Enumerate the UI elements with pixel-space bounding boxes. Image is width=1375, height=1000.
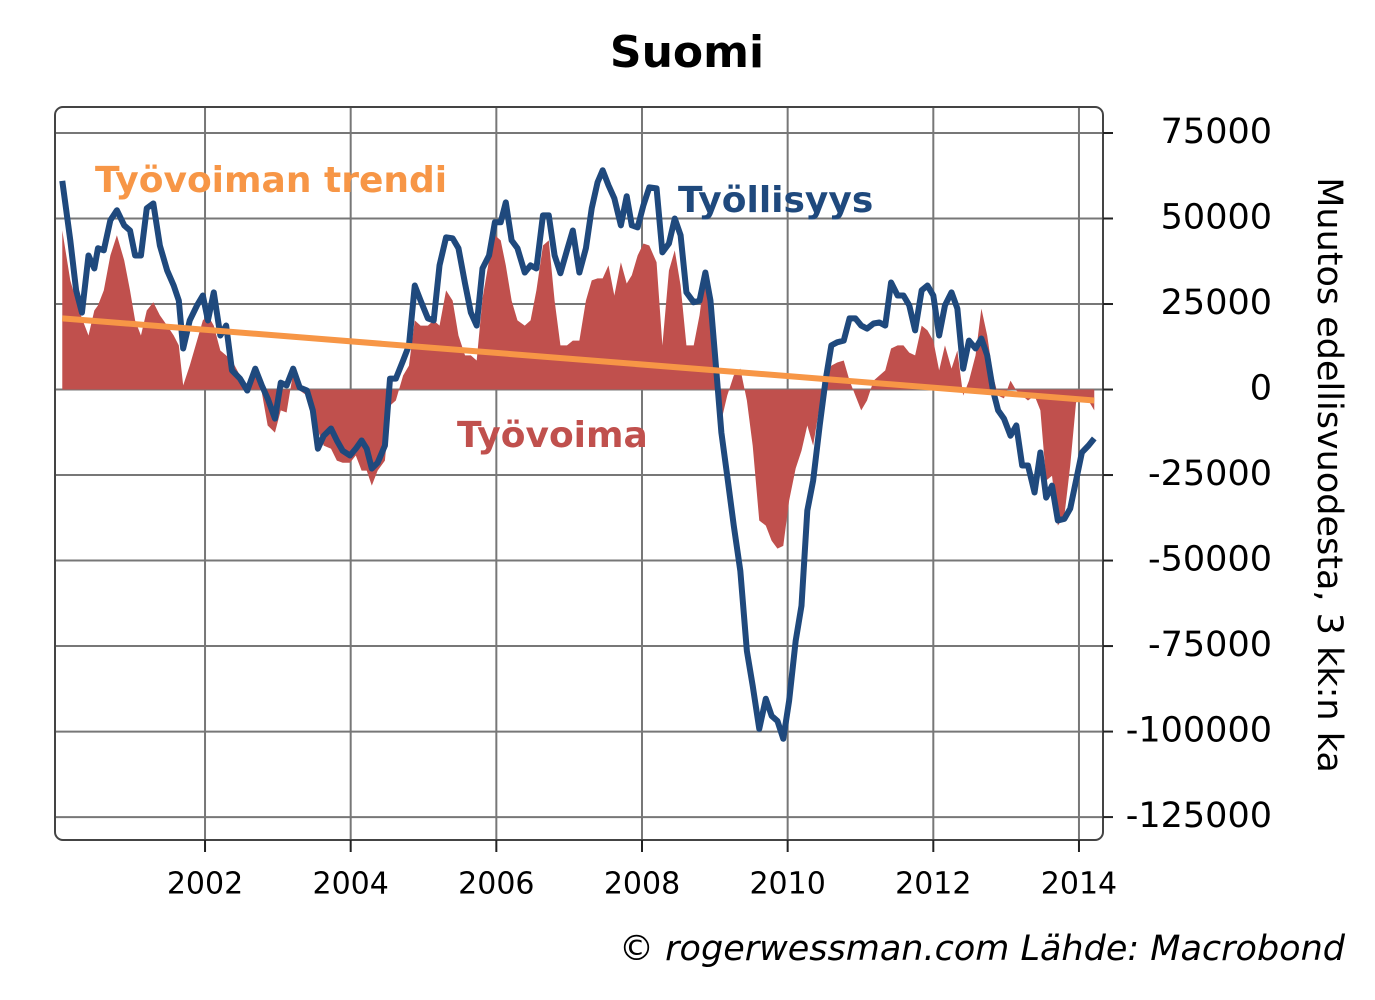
y-tick-label: -100000 — [1126, 711, 1272, 751]
series-label: Työvoiman trendi — [95, 160, 447, 201]
series-label: Työllisyys — [678, 180, 873, 221]
y-tick-label: 25000 — [1161, 283, 1272, 323]
y-tick-label: -25000 — [1148, 454, 1272, 494]
x-tick-label: 2006 — [458, 867, 534, 902]
x-tick-label: 2012 — [895, 867, 971, 902]
y-tick-label: 75000 — [1161, 112, 1272, 152]
x-tick-label: 2008 — [604, 867, 680, 902]
x-tick-label: 2004 — [313, 867, 389, 902]
x-tick-label: 2014 — [1041, 867, 1117, 902]
x-tick-label: 2002 — [167, 867, 243, 902]
chart-title: Suomi — [610, 27, 764, 78]
y-tick-label: 50000 — [1161, 198, 1272, 238]
area — [62, 230, 1095, 549]
y-tick-label: -75000 — [1148, 625, 1272, 665]
x-tick-label: 2010 — [749, 867, 825, 902]
line — [59, 167, 1097, 742]
y-tick-label: 0 — [1250, 369, 1272, 409]
y-axis-label: Muutos edellisvuodesta, 3 kk:n ka — [1309, 177, 1349, 773]
plot-area — [55, 107, 1103, 840]
y-tick-label: -125000 — [1126, 796, 1272, 836]
line — [62, 315, 1095, 404]
source-note: © rogerwessman.com Lähde: Macrobond — [619, 929, 1346, 969]
y-tick-label: -50000 — [1148, 540, 1272, 580]
plot-frame — [54, 106, 1104, 841]
series-label: Työvoima — [457, 415, 648, 456]
